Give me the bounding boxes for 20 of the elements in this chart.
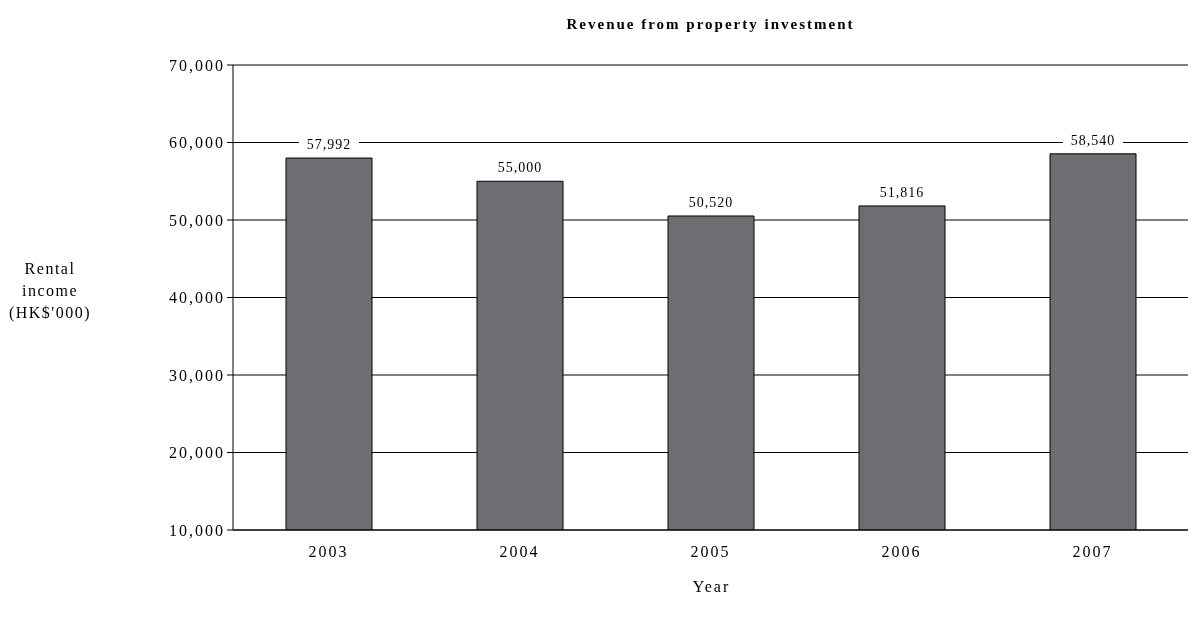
data-label: 57,992 bbox=[306, 137, 352, 153]
x-axis-title: Year bbox=[691, 578, 732, 596]
y-tick-label: 70,000 bbox=[169, 56, 225, 74]
y-axis-title: Rental income (HK$'000) bbox=[7, 259, 93, 324]
data-label: 55,000 bbox=[497, 160, 543, 176]
data-label: 58,540 bbox=[1070, 133, 1116, 149]
y-tick-label: 60,000 bbox=[169, 134, 225, 152]
x-tick-label: 2007 bbox=[1072, 543, 1113, 561]
x-tick-label: 2004 bbox=[499, 543, 540, 561]
y-tick-label: 50,000 bbox=[169, 211, 225, 229]
y-tick-label: 40,000 bbox=[169, 289, 225, 307]
data-label: 50,520 bbox=[688, 195, 734, 211]
x-tick-label: 2005 bbox=[690, 543, 731, 561]
chart-title: Revenue from property investment bbox=[565, 16, 856, 33]
y-tick-label: 20,000 bbox=[169, 444, 225, 462]
x-tick-label: 2003 bbox=[308, 543, 349, 561]
x-tick-label: 2006 bbox=[881, 543, 922, 561]
data-label: 51,816 bbox=[879, 185, 925, 201]
y-tick-label: 10,000 bbox=[169, 521, 225, 539]
y-tick-label: 30,000 bbox=[169, 366, 225, 384]
